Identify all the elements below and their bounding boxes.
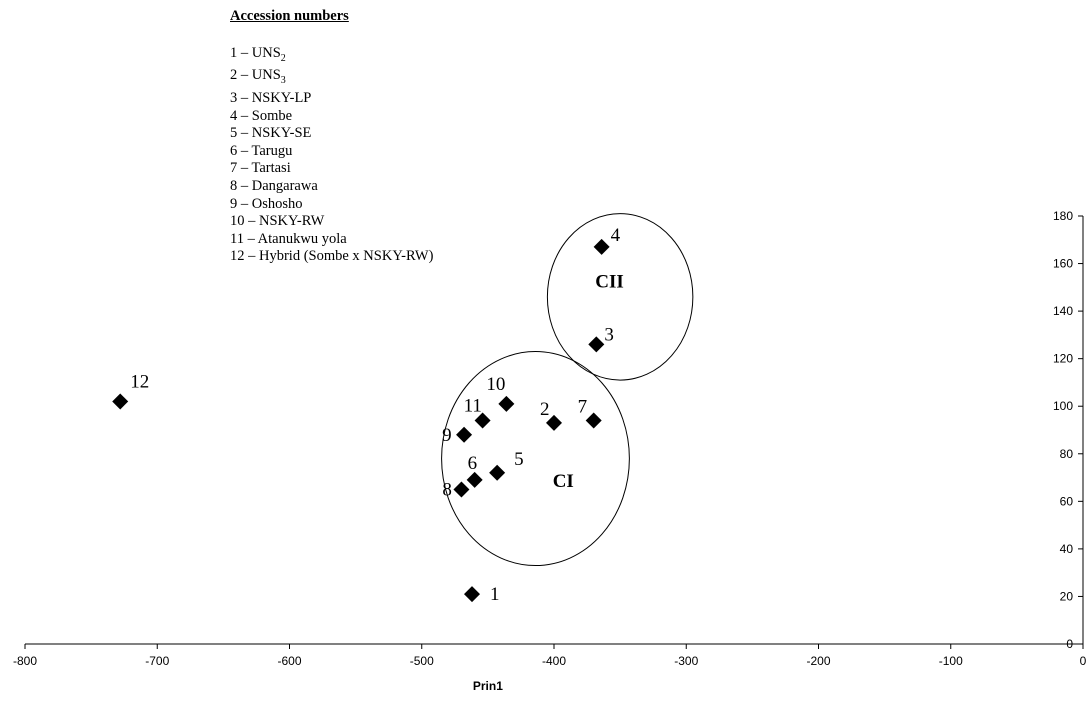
legend-item-text: 5 – NSKY-SE xyxy=(230,125,312,142)
data-point-label: 2 xyxy=(540,399,550,420)
data-point-marker xyxy=(464,586,481,603)
x-tick-label: -200 xyxy=(806,654,830,668)
legend-item: 12 – Hybrid (Sombe x NSKY-RW) xyxy=(230,248,433,266)
legend-item-text: 4 – Sombe xyxy=(230,107,293,124)
data-point-marker xyxy=(453,481,470,498)
x-tick-label: -500 xyxy=(410,654,434,668)
data-point-label: 8 xyxy=(442,479,452,500)
cluster-label: CI xyxy=(553,471,574,492)
legend-item: 11 – Atanukwu yola xyxy=(230,231,433,249)
legend: Accession numbers 1 – UNS2 2 – UNS3 3 – NS… xyxy=(230,8,433,266)
legend-item: 10 – NSKY-RW xyxy=(230,213,433,231)
data-point-marker xyxy=(585,412,602,429)
data-point-marker xyxy=(474,412,491,429)
x-tick-label: -300 xyxy=(674,654,698,668)
data-point-marker xyxy=(546,414,562,431)
legend-item: 9 – Oshosho xyxy=(230,196,433,214)
y-tick-label: 140 xyxy=(1053,304,1073,318)
data-point-label: 1 xyxy=(490,584,500,605)
cluster-label: CII xyxy=(595,271,624,292)
data-point-marker xyxy=(466,471,483,488)
legend-item: 2 – UNS3 xyxy=(230,67,433,89)
legend-title: Accession numbers xyxy=(230,8,349,24)
legend-item: 7 – Tartasi xyxy=(230,160,433,178)
legend-item-subscript: 3 xyxy=(280,75,286,87)
y-tick-label: 100 xyxy=(1053,399,1073,413)
x-tick-label: -700 xyxy=(145,654,169,668)
y-tick-label: 160 xyxy=(1053,257,1073,271)
data-point-label: 3 xyxy=(604,324,614,345)
data-point-label: 5 xyxy=(514,449,524,470)
cluster-ellipse xyxy=(441,351,630,567)
x-tick-label: 0 xyxy=(1080,654,1086,668)
data-point-label: 10 xyxy=(486,374,505,395)
x-tick-label: -600 xyxy=(277,654,301,668)
data-point-marker xyxy=(588,336,605,353)
legend-item-text: 11 – Atanukwu yola xyxy=(230,230,347,247)
legend-item: 1 – UNS2 xyxy=(230,45,433,67)
y-tick-label: 180 xyxy=(1053,209,1073,223)
legend-item-text: 1 – UNS xyxy=(230,45,281,61)
legend-item-text: 9 – Oshosho xyxy=(230,195,303,212)
y-tick-label: 20 xyxy=(1060,589,1074,603)
data-point-label: 4 xyxy=(611,225,621,246)
data-point-label: 9 xyxy=(442,425,452,446)
legend-item-text: 10 – NSKY-RW xyxy=(230,213,325,230)
legend-item: 5 – NSKY-SE xyxy=(230,125,433,143)
legend-item: 3 – NSKY-LP xyxy=(230,90,433,108)
legend-item-text: 7 – Tartasi xyxy=(230,160,291,177)
y-tick-label: 120 xyxy=(1053,352,1073,366)
x-axis-title: Prin1 xyxy=(473,679,503,693)
cluster-ellipse xyxy=(546,213,694,381)
data-point-marker xyxy=(456,426,473,443)
legend-item-subscript: 2 xyxy=(280,52,286,64)
legend-item-text: 3 – NSKY-LP xyxy=(230,89,312,106)
legend-item: 8 – Dangarawa xyxy=(230,178,433,196)
legend-item-text: 12 – Hybrid (Sombe x NSKY-RW) xyxy=(230,248,434,265)
x-tick-label: -800 xyxy=(13,654,37,668)
data-point-label: 11 xyxy=(464,395,482,416)
legend-item-text: 2 – UNS xyxy=(230,67,281,84)
legend-items: 1 – UNS2 2 – UNS3 3 – NSKY-LP 4 – Sombe 5 – … xyxy=(230,45,433,266)
x-tick-label: -100 xyxy=(939,654,963,668)
data-point-marker xyxy=(593,238,610,255)
y-tick-label: 40 xyxy=(1060,542,1074,556)
legend-item: 6 – Tarugu xyxy=(230,143,433,161)
y-tick-label: 0 xyxy=(1066,637,1073,651)
legend-item-text: 6 – Tarugu xyxy=(230,142,293,159)
legend-item-text: 8 – Dangarawa xyxy=(230,177,318,194)
data-point-label: 7 xyxy=(578,396,588,417)
data-point-marker xyxy=(489,464,506,481)
y-tick-label: 80 xyxy=(1060,447,1074,461)
data-point-marker xyxy=(498,395,515,412)
x-tick-label: -400 xyxy=(542,654,566,668)
data-point-marker xyxy=(112,393,129,410)
data-point-label: 6 xyxy=(468,453,478,474)
legend-item: 4 – Sombe xyxy=(230,108,433,126)
data-point-label: 12 xyxy=(130,371,149,392)
y-tick-label: 60 xyxy=(1060,494,1074,508)
